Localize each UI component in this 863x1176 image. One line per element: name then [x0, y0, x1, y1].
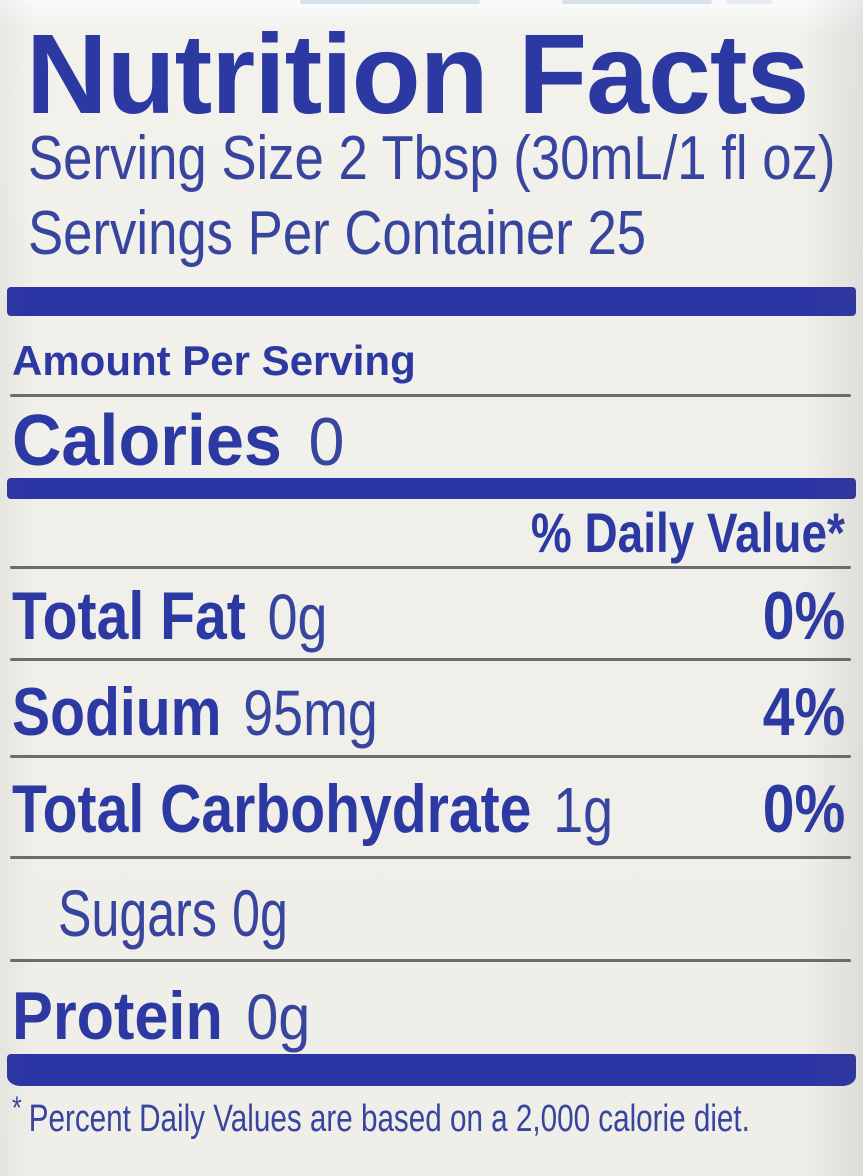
cropped-print-artifact [562, 0, 712, 4]
nutrient-amount: 0g [246, 981, 311, 1053]
thick-divider-middle [7, 478, 856, 499]
nutrient-name: Total Carbohydrate [12, 771, 532, 847]
separator-line [10, 658, 851, 661]
nutrient-amount: 0g [267, 581, 328, 653]
daily-value-header: % Daily Value* [462, 505, 845, 561]
nutrient-row-total-fat: Total Fat 0g 0% [12, 582, 845, 658]
nutrient-name: Sodium [12, 674, 222, 750]
nutrient-row-protein: Protein 0g [12, 982, 845, 1058]
cropped-print-artifact [300, 0, 480, 4]
label-title: Nutrition Facts [26, 11, 809, 137]
daily-value-header-text: % Daily Value* [531, 501, 845, 564]
servings-per-container-text: Servings Per Container 25 [28, 203, 755, 265]
nutrient-amount: 0g [232, 876, 288, 950]
calories-value: 0 [308, 404, 345, 480]
nutrient-daily-value: 0% [762, 578, 845, 654]
footnote-text: Percent Daily Values are based on a 2,00… [28, 1098, 750, 1140]
separator-line [10, 755, 851, 758]
nutrient-name: Protein [12, 978, 223, 1054]
calories-row: Calories 0 [12, 405, 362, 477]
nutrient-name: Total Fat [12, 578, 246, 654]
nutrient-daily-value: 0% [762, 771, 845, 847]
separator-line [10, 394, 851, 397]
calories-label: Calories [12, 401, 282, 481]
thick-divider-bottom [7, 1054, 856, 1086]
separator-line [10, 566, 851, 569]
footnote: * Percent Daily Values are based on a 2,0… [12, 1092, 863, 1140]
nutrient-row-sodium: Sodium 95mg 4% [12, 678, 845, 754]
nutrient-name: Sugars [58, 876, 217, 950]
nutrient-row-total-carbohydrate: Total Carbohydrate 1g 0% [12, 775, 845, 851]
nutrient-daily-value: 4% [762, 674, 845, 750]
nutrient-row-sugars: Sugars 0g [12, 880, 845, 956]
amount-per-serving-header: Amount Per Serving [12, 337, 416, 384]
servings-per-container-value: Servings Per Container 25 [28, 199, 647, 268]
separator-line [10, 856, 851, 859]
cropped-print-artifact [726, 0, 772, 4]
nutrient-amount: 1g [553, 774, 614, 846]
footnote-asterisk: * [12, 1090, 22, 1126]
nutrient-amount: 95mg [243, 677, 378, 749]
serving-size-text: Serving Size 2 Tbsp (30mL/1 fl oz) [28, 128, 863, 190]
separator-line [10, 959, 851, 962]
thick-divider-top [7, 287, 856, 316]
serving-size-value: Serving Size 2 Tbsp (30mL/1 fl oz) [28, 124, 836, 193]
